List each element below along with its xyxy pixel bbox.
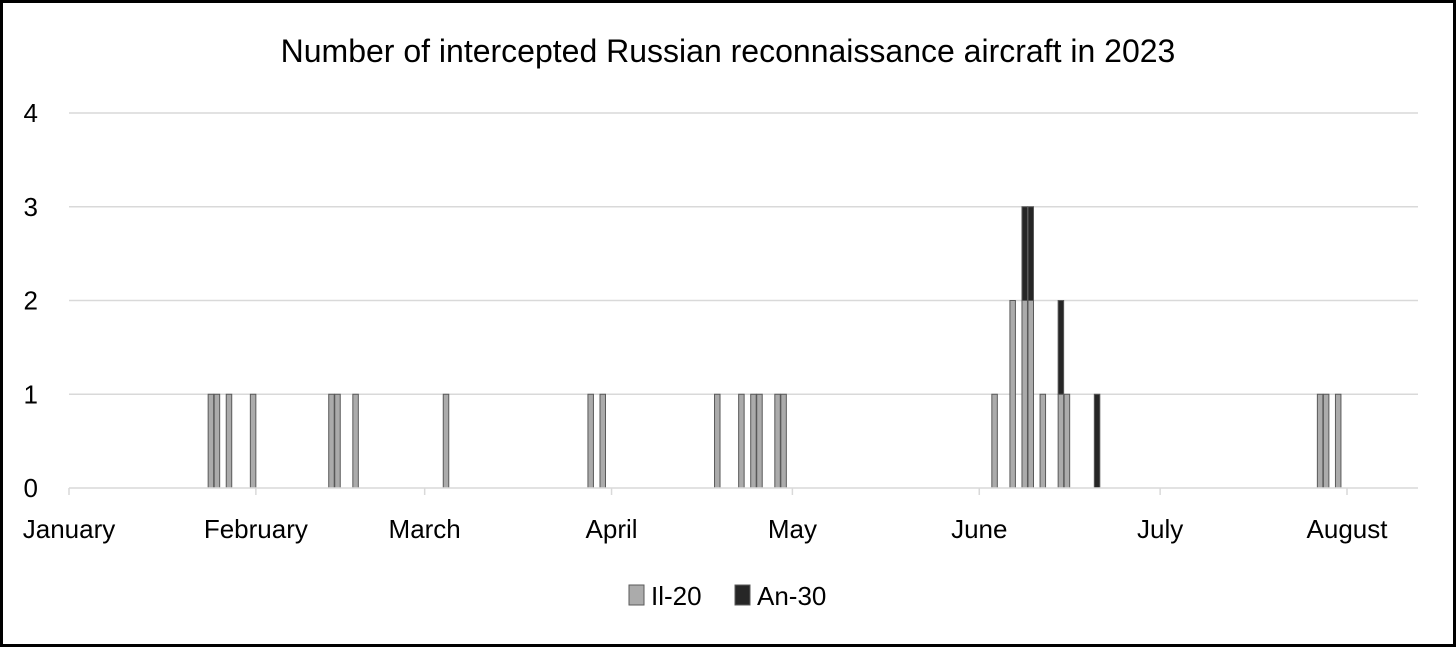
bar-il-20-2023-07-27	[1316, 393, 1324, 489]
legend-label-il-20: Il-20	[651, 581, 702, 611]
bar-il-20-2023-03-04	[442, 393, 450, 489]
bar-il-20-2023-03-30	[599, 393, 606, 489]
y-tick-label: 4	[24, 98, 38, 128]
bar-an-30-2023-06-09	[1027, 206, 1034, 301]
bar-il-20-2023-02-17	[352, 393, 359, 489]
legend-swatch-an-30	[734, 584, 751, 606]
y-tick-label: 3	[24, 192, 38, 222]
bar-an-30-2023-06-14	[1057, 300, 1065, 395]
bar-il-20-2023-01-27	[225, 393, 233, 489]
x-tick-label: May	[768, 514, 817, 544]
y-tick-label: 1	[24, 379, 38, 409]
bar-il-20-2023-06-15	[1063, 393, 1071, 489]
bar-an-30-2023-06-08	[1021, 206, 1028, 301]
y-tick-label: 0	[24, 473, 38, 503]
bar-il-20-2023-04-22	[738, 393, 745, 489]
bar-il-20-2023-06-11	[1039, 393, 1047, 489]
x-tick-label: April	[586, 514, 638, 544]
bar-il-20-2023-07-30	[1334, 393, 1342, 489]
y-tick-label: 2	[24, 286, 38, 316]
bar-il-20-2023-02-13	[328, 393, 335, 489]
bar-an-30-2023-06-20	[1093, 393, 1101, 489]
x-tick-label: January	[23, 514, 116, 544]
bar-il-20-2023-06-14	[1057, 393, 1065, 489]
gridlines	[69, 112, 1418, 395]
x-tick-label: June	[951, 514, 1007, 544]
x-tick-label: February	[204, 514, 308, 544]
bar-il-20-2023-04-24	[750, 393, 757, 489]
bar-il-20-2023-06-03	[991, 393, 998, 489]
bar-il-20-2023-01-25	[213, 393, 221, 489]
x-tick-label: March	[389, 514, 461, 544]
bars	[207, 206, 1342, 489]
bar-il-20-2023-03-28	[587, 393, 594, 489]
x-tick-label: August	[1307, 514, 1389, 544]
x-tick-label: July	[1137, 514, 1183, 544]
bar-il-20-2023-06-06	[1009, 300, 1016, 489]
bar-il-20-2023-04-28	[774, 393, 781, 489]
bar-il-20-2023-04-18	[714, 393, 721, 489]
bar-il-20-2023-06-08	[1021, 300, 1028, 489]
axes: 0 1 2 3 4 January February March April May June Jul…	[23, 98, 1418, 544]
bar-il-20-2023-02-14	[334, 393, 341, 489]
legend: Il-20 An-30	[628, 581, 826, 611]
bar-il-20-2023-04-25	[756, 393, 763, 489]
bar-il-20-2023-07-28	[1322, 393, 1330, 489]
bar-il-20-2023-01-24	[207, 393, 215, 489]
legend-swatch-il-20	[628, 584, 645, 606]
legend-label-an-30: An-30	[757, 581, 826, 611]
chart-title: Number of intercepted Russian reconnaiss…	[281, 33, 1176, 69]
bar-il-20-2023-04-29	[780, 393, 787, 489]
bar-il-20-2023-01-31	[249, 393, 257, 489]
bar-il-20-2023-06-09	[1027, 300, 1034, 489]
